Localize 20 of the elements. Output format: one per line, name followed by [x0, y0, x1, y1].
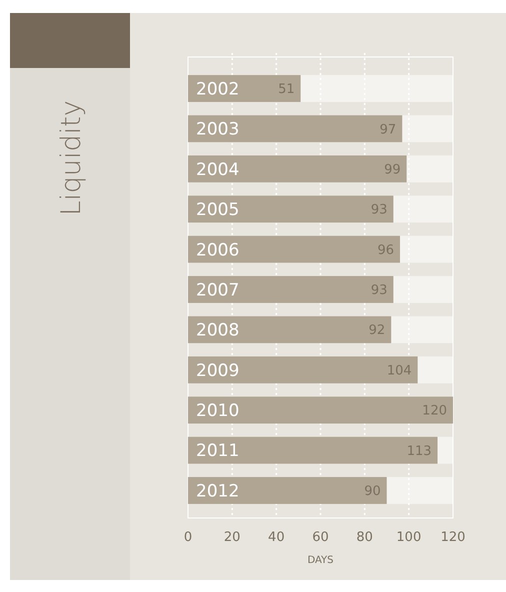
- x-tick-label: 20: [224, 530, 240, 545]
- x-tick-label: 60: [312, 530, 329, 545]
- y-tick-label: 2011: [196, 441, 240, 462]
- x-tick-label: 80: [356, 530, 373, 545]
- x-tick-label: 100: [396, 530, 422, 545]
- y-tick-label: 2004: [196, 160, 240, 180]
- y-tick-label: 2003: [196, 120, 240, 140]
- y-tick-label: 2010: [196, 401, 240, 422]
- y-tick-label: 2007: [196, 280, 240, 300]
- y-tick-label: 2012: [196, 481, 240, 502]
- x-tick-label: 40: [268, 530, 285, 545]
- y-tick-label: 2009: [196, 360, 240, 381]
- y-tick-label: 2005: [196, 200, 240, 220]
- y-tick-label: 2002: [196, 79, 240, 100]
- text: Liquidity: [56, 100, 87, 216]
- x-tick-label: 120: [440, 530, 466, 545]
- x-axis-title: DAYS: [307, 555, 334, 566]
- y-tick-label: 2006: [196, 240, 240, 260]
- x-tick-label: 0: [184, 530, 192, 545]
- y-tick-label: 2008: [196, 320, 240, 341]
